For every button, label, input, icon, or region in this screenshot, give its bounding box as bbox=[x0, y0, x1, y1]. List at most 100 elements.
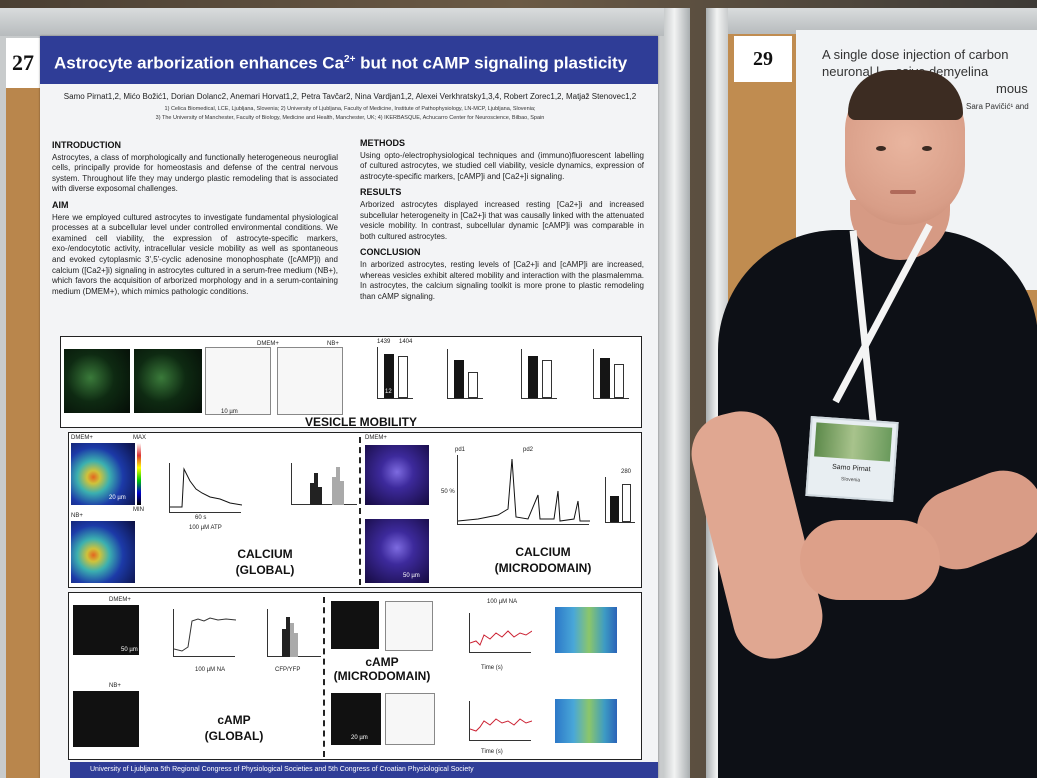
methods-heading: METHODS bbox=[360, 138, 405, 148]
calcium-histogram-bars bbox=[310, 467, 344, 505]
hair bbox=[848, 70, 963, 120]
poster-left-column: INTRODUCTION Astrocytes, a class of morp… bbox=[52, 140, 338, 302]
label-50pct: 50 % bbox=[441, 489, 455, 495]
poster-27: Astrocyte arborization enhances Ca2+ but… bbox=[40, 36, 658, 778]
label-na-camp: 100 µM NA bbox=[195, 667, 226, 673]
calcium-trace bbox=[169, 463, 243, 513]
section-calcium-global-2: (GLOBAL) bbox=[235, 563, 295, 577]
bar-chart-md bbox=[447, 349, 483, 399]
section-vesicle-mobility: VESICLE MOBILITY bbox=[304, 415, 417, 429]
bar-tl-nb bbox=[398, 356, 408, 398]
bar-speed-nb bbox=[614, 364, 624, 398]
poster-authors: Samo Pirnat1,2, Mićo Božić1, Dorian Dola… bbox=[63, 92, 637, 101]
bar-d-nb bbox=[542, 360, 552, 398]
aim-heading: AIM bbox=[52, 199, 69, 210]
bar-md-nb bbox=[468, 372, 478, 398]
label-pd2: pd2 bbox=[523, 447, 534, 453]
label-min: MIN bbox=[133, 507, 144, 513]
camp-micro-image-dmem bbox=[331, 601, 379, 649]
camp-heatmap-nb bbox=[555, 699, 617, 743]
poster-affiliation-2: 3) The University of Manchester, Faculty… bbox=[155, 115, 545, 121]
label-dmem: DMEM+ bbox=[257, 341, 279, 347]
section-calcium-micro-2: (MICRODOMAIN) bbox=[494, 561, 592, 575]
badge-name: Samo Pirnat bbox=[831, 463, 871, 474]
vesicle-image-dmem bbox=[64, 349, 130, 413]
label-50um: 50 µm bbox=[403, 573, 420, 579]
camp-trace-line bbox=[173, 617, 237, 652]
left-eye bbox=[876, 146, 886, 151]
results-heading: RESULTS bbox=[360, 187, 402, 198]
figure-divider-2 bbox=[323, 597, 325, 757]
label-max: MAX bbox=[133, 435, 147, 441]
label-time-1: Time (s) bbox=[481, 665, 503, 671]
poster-title: Astrocyte arborization enhances Ca2+ but… bbox=[40, 36, 658, 84]
calcium-micro-image-dmem bbox=[365, 445, 429, 505]
bar-chart-speed bbox=[593, 349, 629, 399]
vesicle-image-nb bbox=[134, 349, 202, 413]
poster-number-29: 29 bbox=[734, 36, 792, 82]
figure-divider bbox=[359, 437, 361, 585]
section-camp-global-1: cAMP bbox=[217, 713, 251, 727]
board-frame-right bbox=[664, 8, 690, 778]
results-text: Arborized astrocytes displayed increased… bbox=[360, 199, 644, 241]
label-60s: 60 s bbox=[195, 515, 207, 521]
camp-image-nb bbox=[73, 691, 139, 747]
bar-speed-dmem bbox=[600, 358, 610, 398]
badge-banner-image bbox=[814, 422, 893, 462]
colorbar bbox=[137, 443, 141, 505]
camp-micro-outline-dmem bbox=[385, 601, 433, 651]
camp-micro-trace-nb bbox=[469, 701, 533, 741]
figure-calcium: DMEM+ MAX 20 µm MIN NB+ 60 s 100 µM ATP … bbox=[68, 432, 642, 588]
label-50um-camp: 50 µm bbox=[121, 647, 138, 653]
camp-trace bbox=[173, 609, 237, 657]
methods-text: Using opto-/electrophysiological techniq… bbox=[360, 150, 644, 181]
vesicle-track-nb bbox=[277, 347, 343, 415]
bar-chart-tl bbox=[377, 347, 413, 399]
bar-d-dmem bbox=[528, 356, 538, 398]
right-eye bbox=[922, 146, 932, 151]
camp-micro-trace-dmem bbox=[469, 613, 533, 653]
label-nb-camp: NB+ bbox=[109, 683, 121, 689]
label-1404: 1404 bbox=[399, 339, 413, 345]
label-cfp-camp: CFP/YFP bbox=[275, 667, 301, 673]
label-time-2: Time (s) bbox=[481, 749, 503, 755]
introduction-heading: INTRODUCTION bbox=[52, 140, 121, 150]
camp-micro-image-nb bbox=[331, 693, 381, 745]
mouth bbox=[890, 190, 916, 194]
label-280: 280 bbox=[621, 469, 632, 475]
section-camp-micro-1: cAMP bbox=[365, 655, 399, 669]
label-dmem-micro: DMEM+ bbox=[365, 435, 387, 441]
camp-micro-outline-nb bbox=[385, 693, 435, 745]
section-calcium-micro-1: CALCIUM bbox=[515, 545, 571, 559]
conclusion-text: In arborized astrocytes, resting levels … bbox=[360, 259, 644, 301]
calcium-histogram bbox=[291, 463, 357, 505]
poster-footer: University of Ljubljana 5th Regional Con… bbox=[70, 762, 658, 778]
aim-text: Here we employed cultured astrocytes to … bbox=[52, 212, 338, 296]
bar-micro-nb bbox=[622, 484, 631, 522]
label-dmem-ca: DMEM+ bbox=[71, 435, 93, 441]
label-nb-ca: NB+ bbox=[71, 513, 83, 519]
poster-29-title-3: mous bbox=[996, 81, 1028, 96]
camp-micro-trace-dmem-line bbox=[469, 630, 533, 646]
bar-tl-dmem bbox=[384, 354, 394, 398]
bar-chart-d bbox=[521, 349, 557, 399]
poster-29-authors: Sara Pavičić¹ and bbox=[966, 102, 1029, 111]
section-camp-micro-2: (MICRODOMAIN) bbox=[333, 669, 431, 683]
clasped-hands bbox=[800, 520, 940, 600]
calcium-trace-line bbox=[170, 467, 243, 508]
board-frame-top bbox=[0, 8, 690, 36]
camp-micro-trace-nb-line bbox=[469, 718, 533, 732]
label-10um: 10 µm bbox=[221, 409, 238, 415]
bar-md-dmem bbox=[454, 360, 464, 398]
figure-camp: DMEM+ 50 µm 100 µM NA CFP/YFP NB+ cAMP (… bbox=[68, 592, 642, 760]
label-nb: NB+ bbox=[327, 341, 339, 347]
calcium-micro-image-nb bbox=[365, 519, 429, 583]
section-camp-global-2: (GLOBAL) bbox=[204, 729, 264, 743]
label-20um-camp: 20 µm bbox=[351, 735, 368, 741]
label-pd1: pd1 bbox=[455, 447, 466, 453]
camp-histogram-bars bbox=[282, 617, 298, 657]
poster-right-column: METHODS Using opto-/electrophysiological… bbox=[360, 138, 644, 307]
camp-image-dmem bbox=[73, 605, 139, 655]
person: Samo Pirnat Slovenia bbox=[683, 60, 1037, 778]
